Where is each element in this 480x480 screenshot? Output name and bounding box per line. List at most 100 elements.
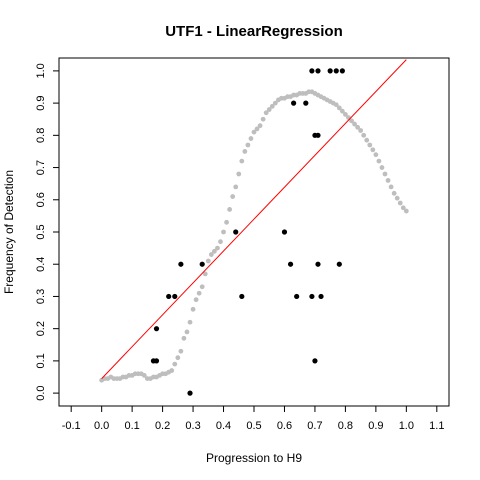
smooth-point — [355, 124, 360, 130]
observed-point — [287, 261, 294, 267]
observed-point — [172, 293, 178, 300]
observed-point — [327, 68, 333, 74]
smooth-point — [254, 126, 260, 132]
smooth-point — [343, 111, 348, 117]
x-tick-label: 0.4 — [216, 420, 231, 432]
smooth-point — [184, 329, 190, 335]
smooth-point — [349, 118, 354, 124]
observed-point — [315, 261, 321, 267]
x-tick-label: 0.5 — [246, 420, 261, 432]
observed-point — [318, 293, 324, 300]
smooth-point — [272, 100, 278, 106]
smooth-point — [266, 107, 272, 112]
y-tick-label: 0.1 — [35, 353, 47, 368]
x-tick-label: 0.6 — [277, 420, 292, 432]
smooth-point — [257, 123, 263, 129]
x-tick-label: 0.9 — [368, 420, 383, 432]
observed-point — [339, 68, 345, 74]
observed-point — [315, 132, 321, 138]
y-tick-label: 0.5 — [35, 224, 47, 239]
observed-point — [153, 326, 160, 332]
observed-point — [309, 293, 315, 300]
smooth-point — [202, 271, 208, 277]
smooth-point — [248, 136, 254, 141]
regression-line — [101, 59, 407, 379]
smooth-point — [269, 103, 275, 109]
smooth-point — [242, 149, 248, 154]
observed-point — [178, 261, 184, 267]
x-tick-label: -0.1 — [62, 420, 81, 432]
y-axis: 0.0 0.1 0.2 0.3 0.4 0.5 0.6 0.7 0.8 0.9 1.0 — [35, 63, 59, 401]
smooth-point — [187, 319, 193, 325]
smooth-point — [175, 355, 181, 361]
smooth-point — [227, 207, 233, 212]
smooth-point — [361, 132, 367, 138]
smooth-point — [391, 190, 397, 196]
x-tick-label: 0.3 — [185, 420, 200, 432]
observed-point — [312, 358, 318, 364]
smooth-point — [196, 290, 202, 296]
smooth-point — [400, 205, 406, 211]
observed-point — [187, 390, 193, 396]
x-axis: -0.1 0.0 0.1 0.2 0.3 0.4 0.5 0.6 0.7 0.8 0.9 1.0 1.1 — [62, 406, 444, 432]
smooth-point — [352, 121, 357, 127]
smooth-point — [333, 102, 339, 108]
y-tick-label: 0.3 — [35, 289, 47, 304]
smooth-point — [239, 158, 245, 164]
smooth-point — [376, 158, 382, 164]
smooth-point — [370, 147, 376, 153]
smooth-point — [379, 165, 385, 170]
smooth-point — [208, 252, 214, 257]
x-tick-label: 1.1 — [429, 420, 444, 432]
smooth-point — [221, 229, 226, 235]
y-tick-label: 0.9 — [35, 95, 47, 110]
x-tick-label: 0.8 — [338, 420, 353, 432]
smooth-point — [215, 245, 220, 251]
smooth-point — [263, 110, 269, 116]
observed-point — [281, 229, 288, 235]
smooth-point — [141, 372, 147, 378]
smooth-point — [260, 116, 266, 122]
smooth-point — [230, 194, 236, 199]
y-tick-label: 0.0 — [35, 385, 47, 400]
plot-content — [99, 59, 409, 396]
y-tick-label: 0.4 — [35, 257, 47, 272]
smooth-point — [245, 142, 251, 148]
observed-point — [166, 293, 172, 300]
smooth-point — [394, 195, 400, 201]
observed-point — [291, 100, 297, 106]
smooth-point — [211, 248, 217, 254]
plot-frame — [58, 57, 450, 407]
x-axis-label: Progression to H9 — [206, 451, 302, 465]
smooth-point — [358, 128, 364, 133]
observed-point — [309, 68, 315, 74]
smooth-point — [169, 368, 175, 373]
observed-point — [294, 293, 300, 300]
observed-point — [336, 261, 342, 267]
smooth-point — [397, 200, 403, 206]
y-tick-label: 0.6 — [35, 192, 47, 207]
smooth-point — [364, 137, 370, 143]
smooth-point — [382, 171, 388, 177]
smooth-point — [373, 152, 379, 158]
x-tick-label: 0.0 — [94, 420, 109, 432]
smooth-point — [367, 142, 373, 148]
smooth-point — [172, 361, 178, 367]
observed-point — [239, 293, 245, 300]
x-tick-label: 0.7 — [307, 420, 322, 432]
smooth-point — [181, 335, 187, 341]
smooth-point — [218, 239, 223, 245]
y-tick-label: 0.8 — [35, 128, 47, 143]
x-tick-label: 0.1 — [124, 420, 139, 432]
smooth-point — [178, 348, 184, 354]
smooth-point — [339, 108, 345, 114]
observed-point — [333, 68, 339, 74]
y-tick-label: 1.0 — [35, 63, 47, 78]
smooth-point — [193, 297, 199, 303]
smooth-point — [199, 284, 205, 290]
smooth-point — [403, 208, 409, 214]
observed-point — [315, 68, 321, 74]
observed-point — [153, 358, 160, 364]
smooth-point — [233, 184, 239, 190]
